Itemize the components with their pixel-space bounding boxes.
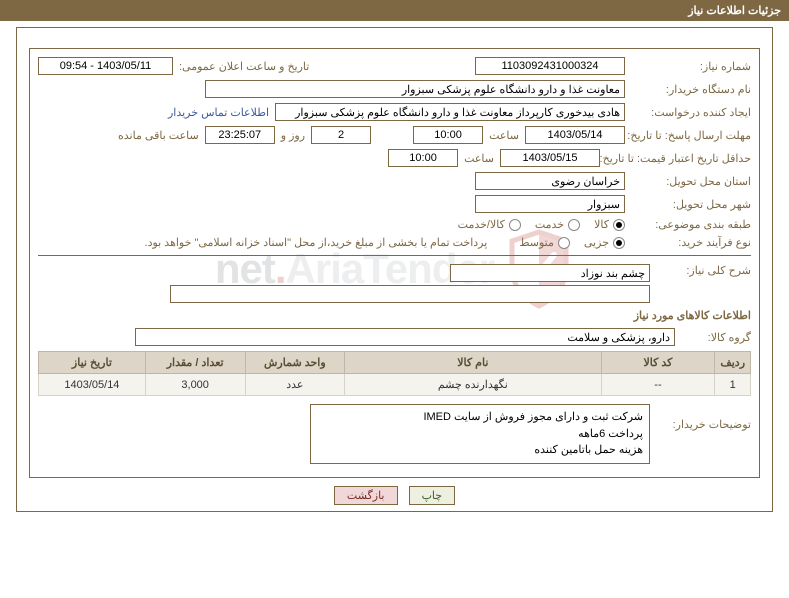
field-requester: هادی بیدخوری کارپرداز معاونت غذا و دارو … [275,103,625,121]
label-buyer-notes: توضیحات خریدار: [656,404,751,431]
radio-label-partial: جزیی [584,236,609,249]
td-name: نگهدارنده چشم [345,374,601,396]
main-fieldset: شماره نیاز: 1103092431000324 تاریخ و ساع… [29,48,760,478]
row-need-number: شماره نیاز: 1103092431000324 تاریخ و ساع… [38,57,751,75]
radio-label-medium: متوسط [519,236,554,249]
th-idx: ردیف [715,352,751,374]
label-purchase-type: نوع فرآیند خرید: [631,236,751,249]
radio-group-purchase-type: جزیی متوسط [519,236,625,249]
label-hour-2: ساعت [464,152,494,165]
td-date: 1403/05/14 [39,374,146,396]
label-response-deadline: مهلت ارسال پاسخ: تا تاریخ: [631,129,751,142]
field-announce-datetime: 1403/05/11 - 09:54 [38,57,173,75]
field-delivery-province: خراسان رضوی [475,172,625,190]
label-requester: ایجاد کننده درخواست: [631,106,751,119]
field-response-time: 10:00 [413,126,483,144]
outer-panel: AriaTender.net شماره نیاز: 1103092431000… [16,27,773,512]
label-need-number: شماره نیاز: [631,60,751,73]
field-response-date: 1403/05/14 [525,126,625,144]
field-price-validity-date: 1403/05/15 [500,149,600,167]
field-buyer-org: معاونت غذا و دارو دانشگاه علوم پزشکی سبز… [205,80,625,98]
field-remaining-time: 23:25:07 [205,126,275,144]
label-delivery-province: استان محل تحویل: [631,175,751,188]
table-header-row: ردیف کد کالا نام کالا واحد شمارش تعداد /… [39,352,751,374]
field-delivery-city: سبزوار [475,195,625,213]
goods-table: ردیف کد کالا نام کالا واحد شمارش تعداد /… [38,351,751,396]
label-days-and: روز و [281,129,305,142]
label-goods-group: گروه کالا: [681,331,751,344]
row-delivery-province: استان محل تحویل: خراسان رضوی [38,172,751,190]
label-delivery-city: شهر محل تحویل: [631,198,751,211]
label-remaining: ساعت باقی مانده [118,129,199,142]
radio-label-goods: کالا [594,218,609,231]
field-price-validity-time: 10:00 [388,149,458,167]
radio-group-category: کالا خدمت کالا/خدمت [458,218,625,231]
separator-1 [38,255,751,256]
radio-dot-service [568,219,580,231]
th-date: تاریخ نیاز [39,352,146,374]
row-response-deadline: مهلت ارسال پاسخ: تا تاریخ: 1403/05/14 سا… [38,126,751,144]
field-goods-group: دارو، پزشکی و سلامت [135,328,675,346]
radio-partial[interactable]: جزیی [584,236,625,249]
th-unit: واحد شمارش [245,352,345,374]
table-row: 1 -- نگهدارنده چشم عدد 3,000 1403/05/14 [39,374,751,396]
radio-dot-goods-service [509,219,521,231]
label-payment-note: پرداخت تمام یا بخشی از مبلغ خرید،از محل … [145,236,488,249]
td-unit: عدد [245,374,345,396]
th-qty: تعداد / مقدار [145,352,245,374]
button-row: چاپ بازگشت [27,486,762,505]
label-price-validity: حداقل تاریخ اعتبار قیمت: تا تاریخ: [606,152,751,165]
back-button[interactable]: بازگشت [334,486,398,505]
buyer-note-line-1: شرکت ثبت و دارای مجوز فروش از سایت IMED [317,409,643,426]
row-need-desc: شرح کلی نیاز: چشم بند نوزاد [38,264,751,303]
buyer-note-line-3: هزینه حمل باتامین کننده [317,442,643,459]
label-buyer-org: نام دستگاه خریدار: [631,83,751,96]
row-goods-group: گروه کالا: دارو، پزشکی و سلامت [38,328,751,346]
radio-service[interactable]: خدمت [535,218,580,231]
row-category: طبقه بندی موضوعی: کالا خدمت کالا/خدمت [38,218,751,231]
section-title-goods-info: اطلاعات کالاهای مورد نیاز [38,309,751,322]
radio-goods[interactable]: کالا [594,218,625,231]
print-button[interactable]: چاپ [409,486,456,505]
th-code: کد کالا [601,352,715,374]
td-qty: 3,000 [145,374,245,396]
label-category: طبقه بندی موضوعی: [631,218,751,231]
radio-medium[interactable]: متوسط [519,236,570,249]
td-idx: 1 [715,374,751,396]
row-price-validity: حداقل تاریخ اعتبار قیمت: تا تاریخ: 1403/… [38,149,751,167]
th-name: نام کالا [345,352,601,374]
radio-dot-medium [558,237,570,249]
link-buyer-contact[interactable]: اطلاعات تماس خریدار [168,106,269,119]
field-need-number: 1103092431000324 [475,57,625,75]
field-need-desc-extra [170,285,650,303]
label-need-desc: شرح کلی نیاز: [656,264,751,277]
radio-dot-partial [613,237,625,249]
label-announce-datetime: تاریخ و ساعت اعلان عمومی: [179,60,309,73]
td-code: -- [601,374,715,396]
row-requester: ایجاد کننده درخواست: هادی بیدخوری کارپرد… [38,103,751,121]
radio-dot-goods [613,219,625,231]
radio-label-service: خدمت [535,218,564,231]
row-purchase-type: نوع فرآیند خرید: جزیی متوسط پرداخت تمام … [38,236,751,249]
row-buyer-org: نام دستگاه خریدار: معاونت غذا و دارو دان… [38,80,751,98]
page-header: جزئیات اطلاعات نیاز [0,0,789,21]
radio-goods-service[interactable]: کالا/خدمت [458,218,521,231]
buyer-note-line-2: پرداخت 6ماهه [317,426,643,443]
buyer-notes-box: شرکت ثبت و دارای مجوز فروش از سایت IMED … [310,404,650,464]
field-remaining-days: 2 [311,126,371,144]
row-buyer-notes: توضیحات خریدار: شرکت ثبت و دارای مجوز فر… [38,404,751,464]
field-need-desc: چشم بند نوزاد [450,264,650,282]
label-hour-1: ساعت [489,129,519,142]
radio-label-goods-service: کالا/خدمت [458,218,505,231]
row-delivery-city: شهر محل تحویل: سبزوار [38,195,751,213]
